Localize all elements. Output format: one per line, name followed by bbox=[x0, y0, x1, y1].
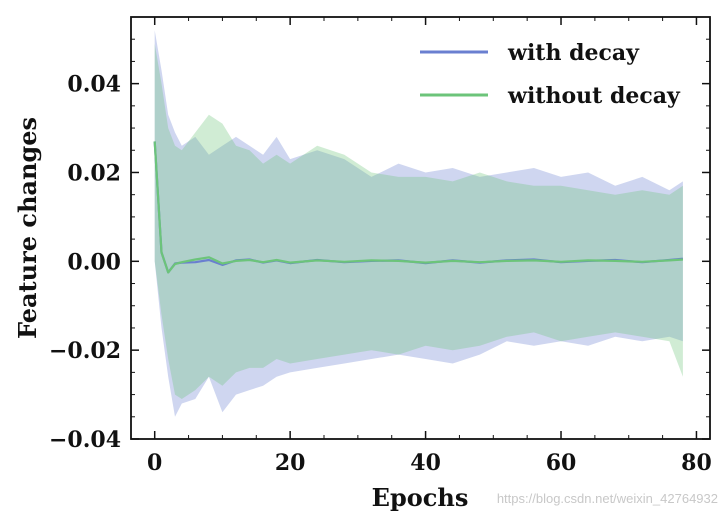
axis-ticks bbox=[131, 16, 710, 440]
legend-label-with-decay: with decay bbox=[507, 40, 640, 66]
y-tick-label: 0.02 bbox=[67, 160, 121, 186]
watermark: https://blog.csdn.net/weixin_42764932 bbox=[497, 491, 718, 506]
legend: with decay without decay bbox=[420, 40, 681, 109]
y-tick-label: 0.04 bbox=[67, 72, 121, 98]
line-without-decay bbox=[153, 141, 683, 274]
band-without-decay bbox=[154, 43, 683, 399]
tick-labels: 0 20 40 60 80 −0.04 −0.02 0.00 0.02 0.04 bbox=[49, 72, 712, 476]
y-tick-label: −0.02 bbox=[49, 338, 121, 364]
y-axis-label: Feature changes bbox=[13, 117, 42, 339]
legend-label-without-decay: without decay bbox=[507, 83, 681, 109]
mean-lines bbox=[153, 141, 684, 274]
band-with-decay bbox=[154, 30, 683, 417]
x-tick-label: 80 bbox=[681, 450, 712, 476]
x-tick-label: 0 bbox=[147, 450, 162, 476]
plot-frame bbox=[130, 16, 711, 440]
x-tick-label: 60 bbox=[546, 450, 577, 476]
confidence-bands bbox=[154, 30, 683, 417]
x-tick-label: 20 bbox=[275, 450, 306, 476]
x-axis-label: Epochs bbox=[372, 483, 469, 512]
x-tick-label: 40 bbox=[410, 450, 441, 476]
y-tick-label: −0.04 bbox=[49, 427, 121, 453]
y-tick-label: 0.00 bbox=[67, 249, 121, 275]
